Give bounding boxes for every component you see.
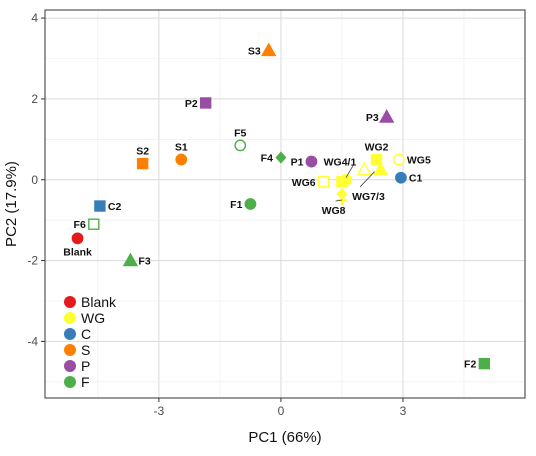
y-axis-ticks: -4 -2 0 2 4 <box>27 11 45 348</box>
point-label: S1 <box>175 142 188 154</box>
y-tick-label: -4 <box>27 334 38 348</box>
legend-swatch-c <box>64 328 76 340</box>
data-point-s3 <box>261 42 277 57</box>
data-point-f5 <box>234 139 247 152</box>
y-tick-label: 0 <box>31 173 38 187</box>
annotation-leader <box>359 171 375 188</box>
point-label: P2 <box>185 98 198 110</box>
y-tick-label: 2 <box>31 92 38 106</box>
point-label: P3 <box>366 112 379 124</box>
point-label: F3 <box>138 256 150 268</box>
data-point-s2 <box>136 157 149 170</box>
y-tick-label: 4 <box>31 11 38 25</box>
point-label: F6 <box>74 219 86 231</box>
data-point-f6 <box>88 218 100 230</box>
data-point-wg-19 <box>336 176 348 188</box>
annotation-label: WG7/3 <box>352 191 385 203</box>
data-point-f2 <box>478 357 491 370</box>
data-point-c2 <box>94 200 106 212</box>
annotation-label: WG8 <box>322 205 346 217</box>
data-point-s1 <box>175 153 188 166</box>
legend-swatch-wg <box>64 312 76 324</box>
plot-frame <box>44 9 526 399</box>
data-point-blank <box>71 232 84 245</box>
point-label: WG5 <box>407 155 431 167</box>
point-label: F5 <box>234 127 246 139</box>
x-tick-label: -3 <box>154 404 165 418</box>
point-label: S3 <box>248 45 261 57</box>
x-axis-ticks: -3 0 3 <box>154 398 407 418</box>
data-point-wg2 <box>370 153 383 166</box>
y-tick-label: -2 <box>27 254 38 268</box>
point-label: WG2 <box>365 142 389 154</box>
data-point-c1 <box>395 171 407 184</box>
legend-swatch-s <box>64 344 76 356</box>
legend-swatch-p <box>64 360 76 372</box>
point-label: WG6 <box>292 177 316 189</box>
data-point-p1 <box>305 155 318 168</box>
legend-label-blank: Blank <box>81 294 117 310</box>
point-label: C2 <box>108 201 122 213</box>
annotation-label: WG4/1 <box>324 157 357 169</box>
y-axis-title: PC2 (17.9%) <box>3 161 20 247</box>
point-label: F1 <box>230 199 242 211</box>
point-labels: Blank C1 C2 S1 S2 S3 P1 P2 P3 F1 F2 F3 F4 F5 F6 WG2 WG5 W… <box>63 45 476 370</box>
data-point-p2 <box>199 97 212 109</box>
legend-swatch-blank <box>64 296 76 308</box>
legend-label-f: F <box>81 374 90 390</box>
data-point-wg6 <box>317 176 330 188</box>
legend-label-wg: WG <box>81 310 105 326</box>
x-tick-label: 3 <box>400 404 407 418</box>
data-point-f1 <box>244 198 257 210</box>
point-label: C1 <box>409 173 423 185</box>
legend-label-s: S <box>81 342 90 358</box>
data-points <box>71 42 491 370</box>
legend-label-p: P <box>81 358 90 374</box>
annotations: WG4/1 WG7/3 WG8 <box>322 157 385 218</box>
point-label: Blank <box>63 246 92 258</box>
point-label: S2 <box>136 146 149 158</box>
x-tick-label: 0 <box>278 404 285 418</box>
data-point-wg-20 <box>356 161 373 176</box>
legend-swatch-f <box>64 376 76 388</box>
annotation-leader <box>335 199 343 202</box>
point-label: F4 <box>261 153 273 165</box>
data-point-p3 <box>378 109 395 123</box>
point-label: F2 <box>464 359 476 371</box>
data-point-wg-21 <box>372 161 389 176</box>
point-label: P1 <box>291 157 304 169</box>
annotation-leader <box>345 164 354 178</box>
data-point-f4 <box>275 151 287 164</box>
data-point-f3 <box>122 252 139 267</box>
legend-label-c: C <box>81 326 91 342</box>
x-axis-title: PC1 (66%) <box>248 429 321 446</box>
plot-panel <box>45 10 525 398</box>
data-point-wg5 <box>392 153 405 166</box>
